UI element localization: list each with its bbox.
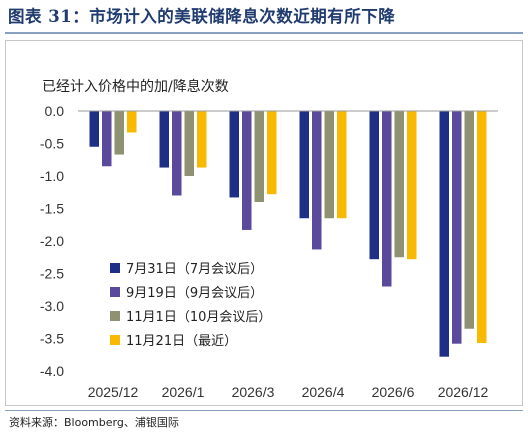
figure-title: 图表 31：市场计入的美联储降息次数近期有所下降 bbox=[8, 7, 396, 26]
legend-swatch-3 bbox=[110, 311, 120, 321]
bar-s4-2 bbox=[267, 111, 277, 195]
bar-s1-5 bbox=[439, 111, 449, 357]
y-tick-label: -0.5 bbox=[40, 136, 64, 152]
source-divider bbox=[5, 410, 523, 411]
bar-s1-4 bbox=[369, 111, 379, 260]
legend-swatch-1 bbox=[110, 263, 120, 273]
y-tick-label: -1.0 bbox=[40, 168, 64, 184]
x-tick-label: 2026/3 bbox=[232, 384, 275, 400]
bar-s3-1 bbox=[184, 111, 194, 176]
bar-s4-4 bbox=[407, 111, 417, 260]
bar-s4-0 bbox=[127, 111, 137, 133]
bar-s3-3 bbox=[324, 111, 334, 219]
bar-s1-2 bbox=[229, 111, 239, 198]
chart-frame bbox=[5, 40, 523, 406]
bar-s3-5 bbox=[464, 111, 474, 329]
x-tick-label: 2026/4 bbox=[302, 384, 345, 400]
x-tick-label: 2026/12 bbox=[438, 384, 489, 400]
x-tick-label: 2026/1 bbox=[162, 384, 205, 400]
legend-label-2: 9月19日（9月会议后） bbox=[126, 286, 263, 301]
legend-swatch-2 bbox=[110, 287, 120, 297]
bar-s2-3 bbox=[312, 111, 322, 250]
bar-s2-1 bbox=[172, 111, 182, 196]
bar-s1-1 bbox=[159, 111, 169, 168]
y-tick-label: -1.5 bbox=[40, 201, 64, 217]
title-divider bbox=[5, 32, 523, 34]
bar-s2-4 bbox=[382, 111, 392, 287]
bar-s1-3 bbox=[299, 111, 309, 219]
bar-s4-3 bbox=[337, 111, 347, 219]
bar-s2-2 bbox=[242, 111, 252, 230]
bar-s4-5 bbox=[477, 111, 487, 344]
y-tick-label: 0.0 bbox=[45, 103, 65, 119]
bar-s3-2 bbox=[254, 111, 264, 202]
bar-s3-0 bbox=[114, 111, 124, 155]
source-note: 资料来源：Bloomberg、浦银国际 bbox=[9, 416, 179, 429]
bar-s2-0 bbox=[102, 111, 112, 167]
y-tick-label: -2.0 bbox=[40, 233, 64, 249]
legend-label-3: 11月1日（10月会议后） bbox=[126, 310, 271, 325]
bar-s2-5 bbox=[452, 111, 462, 344]
bar-s3-4 bbox=[394, 111, 404, 258]
legend-swatch-4 bbox=[110, 335, 120, 345]
x-tick-label: 2025/12 bbox=[88, 384, 139, 400]
legend-label-4: 11月21日（最近） bbox=[126, 334, 237, 349]
bar-s1-0 bbox=[89, 111, 99, 147]
y-tick-label: -3.5 bbox=[40, 331, 64, 347]
y-tick-label: -2.5 bbox=[40, 266, 64, 282]
chart-subtitle: 已经计入价格中的加/降息次数 bbox=[42, 79, 229, 95]
legend-label-1: 7月31日（7月会议后） bbox=[126, 262, 263, 277]
x-tick-label: 2026/6 bbox=[372, 384, 415, 400]
y-tick-label: -3.0 bbox=[40, 298, 64, 314]
bar-s4-1 bbox=[197, 111, 207, 168]
y-tick-label: -4.0 bbox=[40, 363, 64, 379]
